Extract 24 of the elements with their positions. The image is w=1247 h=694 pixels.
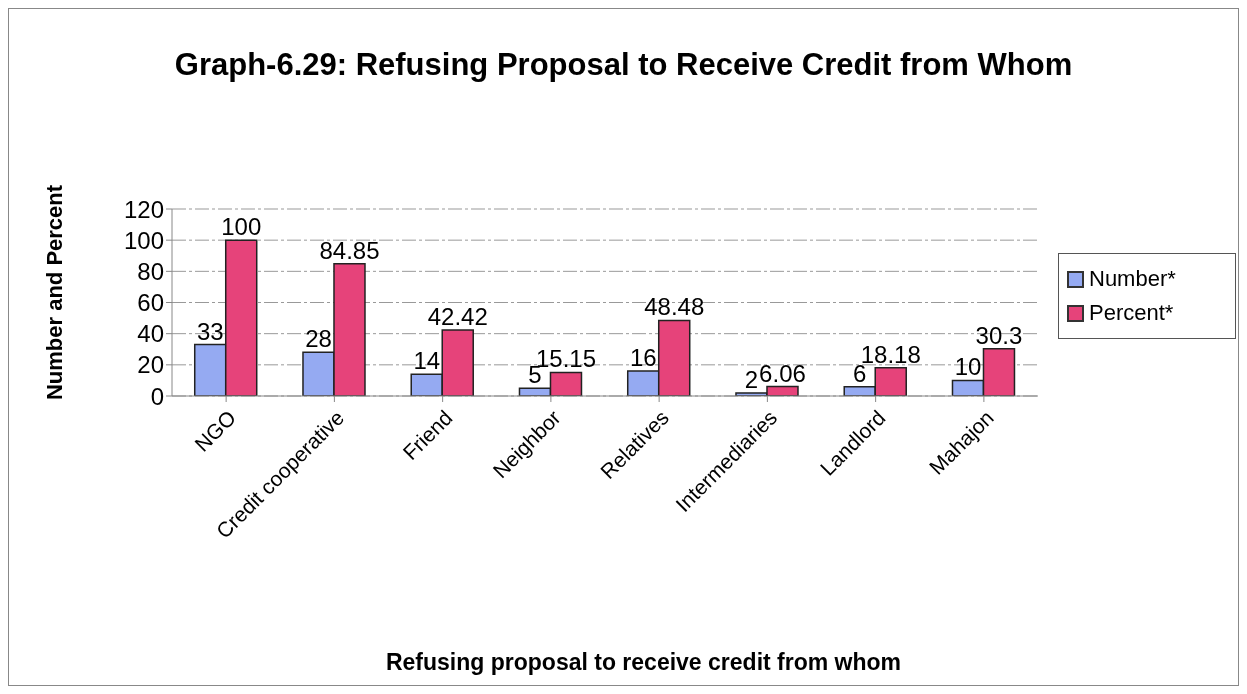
data-label: 33 — [196, 317, 224, 345]
y-tick-label: 60 — [137, 289, 164, 317]
chart-title: Graph-6.29: Refusing Proposal to Receive Credit from Whom — [173, 46, 1074, 84]
data-label: 28 — [305, 325, 332, 353]
data-label: 2 — [744, 365, 759, 393]
data-label: 42.42 — [427, 302, 488, 330]
y-tick-label: 80 — [137, 257, 164, 285]
data-label: 48.48 — [644, 293, 705, 321]
data-label: 6.06 — [759, 359, 806, 387]
data-label: 30.3 — [975, 321, 1023, 349]
y-tick-label: 100 — [123, 226, 164, 254]
x-axis-title: Refusing proposal to receive credit from whom — [384, 648, 902, 677]
legend-label: Percent* — [1089, 299, 1174, 327]
y-tick-label: 40 — [137, 320, 164, 348]
y-tick-label: 20 — [137, 351, 164, 379]
legend-label: Number* — [1089, 265, 1176, 293]
data-label: 10 — [954, 353, 982, 381]
data-label: 84.85 — [319, 236, 380, 264]
y-tick-label: 120 — [123, 195, 164, 223]
data-label: 16 — [629, 344, 657, 372]
data-label: 14 — [413, 347, 441, 375]
y-axis-title: Number and Percent — [41, 184, 67, 401]
y-tick-label: 0 — [150, 382, 164, 410]
data-label: 100 — [221, 213, 262, 241]
